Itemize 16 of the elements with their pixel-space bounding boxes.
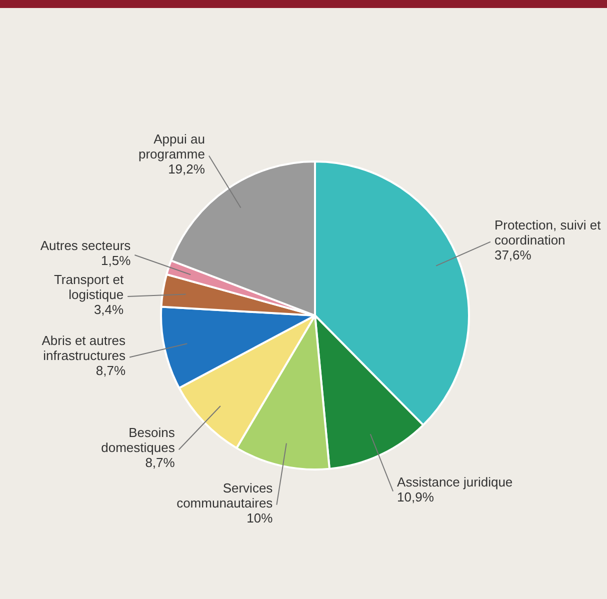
slice-label: Assistance juridique: [397, 474, 513, 490]
slice-label: Services communautaires: [176, 480, 274, 510]
slice-label: Besoins domestiques: [101, 425, 176, 456]
data-label: 37,6%: [494, 247, 532, 262]
data-label: 8,7%: [96, 362, 126, 378]
slice-label: Appui au programme: [138, 131, 205, 162]
data-label: 1,5%: [101, 253, 132, 268]
slice-label: Protection, suivi et coordination: [494, 217, 602, 248]
data-label: 10,9%: [397, 489, 434, 504]
slice-label: Transport et logistique: [54, 272, 124, 302]
data-label: 10%: [246, 510, 274, 526]
data-label: 3,4%: [94, 302, 124, 318]
slice-label: Autres secteurs: [40, 238, 132, 254]
slice-label: Abris et autres infrastructures: [42, 332, 126, 363]
data-label: 8,7%: [145, 455, 176, 470]
data-label: 19,2%: [168, 161, 206, 176]
